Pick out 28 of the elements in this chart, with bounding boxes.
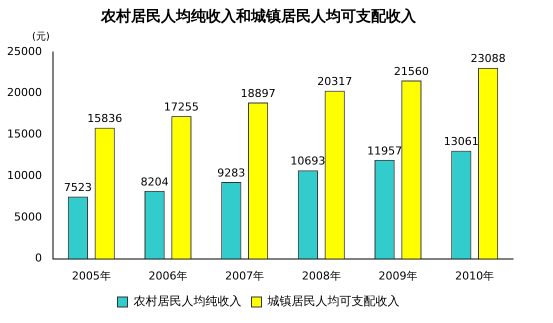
data-label: 8204 bbox=[140, 175, 169, 188]
data-label: 13061 bbox=[444, 135, 479, 148]
x-tick-label: 2005年 bbox=[72, 269, 111, 282]
x-tick-label: 2007年 bbox=[225, 269, 264, 282]
data-label: 18897 bbox=[240, 86, 276, 100]
y-tick-label: 15000 bbox=[6, 128, 42, 141]
x-tick-label: 2010年 bbox=[455, 269, 494, 282]
legend-label: 城镇居民人均可支配收入 bbox=[266, 294, 400, 308]
data-label: 11957 bbox=[367, 144, 402, 158]
x-tick-label: 2009年 bbox=[378, 269, 418, 282]
data-label: 7523 bbox=[64, 180, 92, 194]
data-label: 21560 bbox=[394, 64, 429, 78]
data-label: 20317 bbox=[317, 75, 352, 88]
x-tick-label: 2008年 bbox=[302, 269, 341, 282]
y-tick-label: 0 bbox=[34, 252, 42, 265]
data-label: 9283 bbox=[217, 166, 246, 180]
x-tick-label: 2006年 bbox=[148, 269, 188, 282]
data-label: 15836 bbox=[87, 112, 122, 126]
y-tick-label: 10000 bbox=[6, 168, 42, 182]
y-tick-label: 25000 bbox=[6, 44, 42, 58]
data-label: 23088 bbox=[470, 52, 506, 66]
data-label: 10693 bbox=[290, 154, 326, 168]
data-label: 17255 bbox=[164, 100, 199, 114]
y-tick-label: 20000 bbox=[6, 86, 42, 100]
legend-label: 农村居民人均纯收入 bbox=[134, 294, 242, 308]
chart-title: 农村居民人均纯收入和城镇居民人均可支配收入 bbox=[100, 6, 417, 25]
y-axis-title: (元) bbox=[32, 32, 50, 43]
y-tick-label: 5000 bbox=[14, 210, 42, 224]
